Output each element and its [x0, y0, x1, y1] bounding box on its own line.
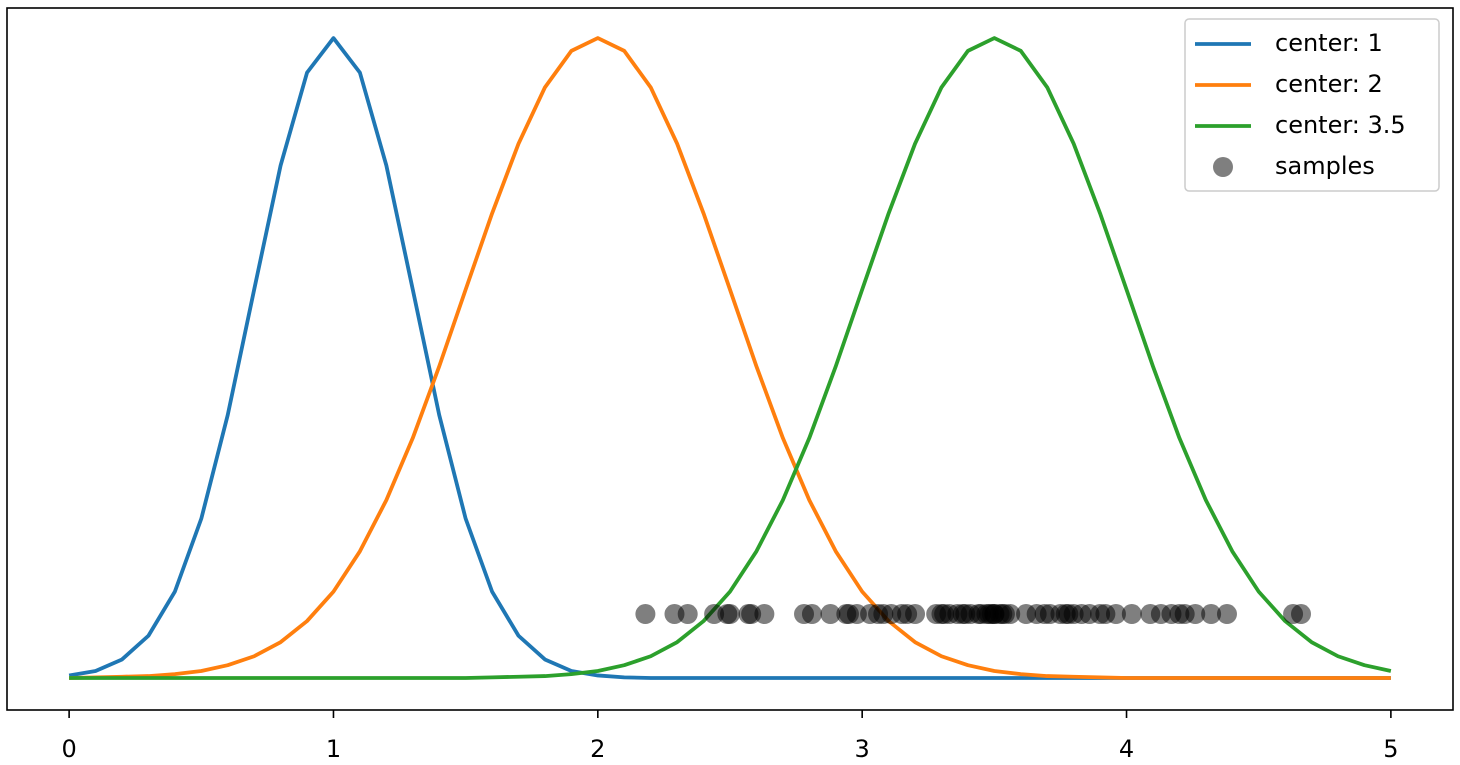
- sample-point: [801, 604, 822, 625]
- legend-box: [1184, 18, 1440, 192]
- legend: center: 1 center: 2 center: 3.5 samples: [1184, 18, 1440, 192]
- plot-frame: [6, 7, 1454, 711]
- sample-point: [635, 604, 656, 625]
- legend-label: center: 3.5: [1275, 111, 1406, 139]
- x-tick-label: 4: [1119, 735, 1134, 763]
- sample-point: [677, 604, 698, 625]
- sample-point: [1105, 604, 1126, 625]
- sample-point: [1185, 604, 1206, 625]
- x-tick-label: 5: [1383, 735, 1398, 763]
- x-tick-label: 1: [326, 735, 341, 763]
- sample-point: [1201, 604, 1222, 625]
- legend-marker: [1213, 157, 1233, 177]
- legend-label: center: 2: [1275, 70, 1383, 98]
- line: [69, 36, 1392, 680]
- x-tick-label: 2: [590, 735, 605, 763]
- sample-point: [1000, 604, 1021, 625]
- plot-area: [68, 36, 1392, 680]
- sample-point: [1290, 604, 1311, 625]
- legend-label: samples: [1275, 152, 1375, 180]
- x-tick-label: 0: [61, 735, 76, 763]
- sample-point: [905, 604, 926, 625]
- sample-point: [820, 604, 841, 625]
- line: [69, 36, 1391, 680]
- sample-point: [1216, 604, 1237, 625]
- sample-point: [720, 604, 740, 625]
- legend-label: center: 1: [1275, 29, 1383, 57]
- sample-point: [1121, 604, 1142, 625]
- sample-point: [754, 604, 775, 625]
- x-tick-label: 3: [855, 735, 870, 763]
